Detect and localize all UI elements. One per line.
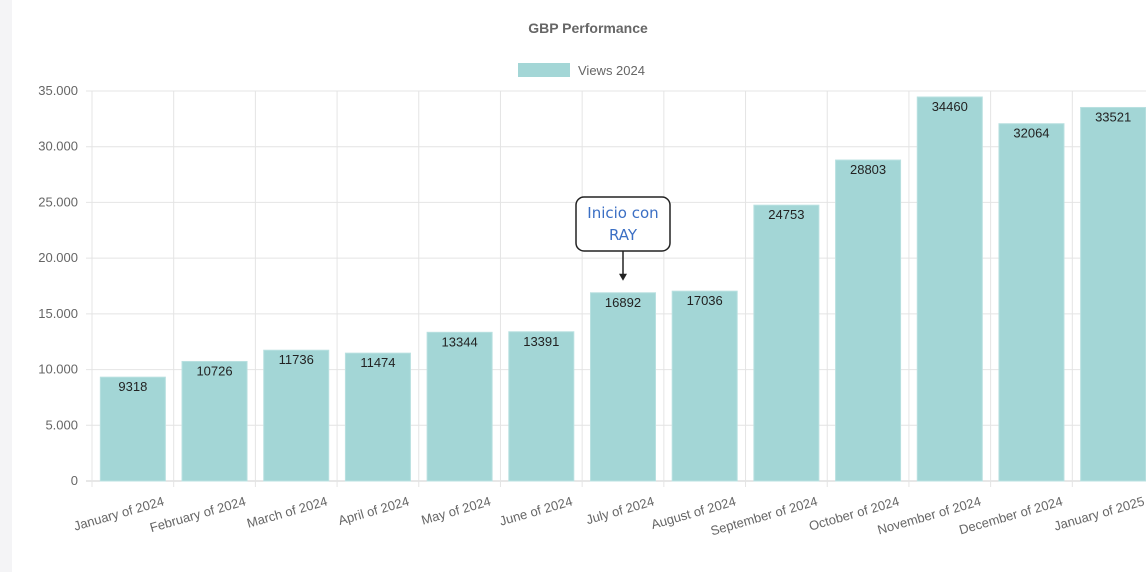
data-label: 11736 [279, 352, 314, 367]
bar[interactable] [835, 159, 902, 482]
bars [99, 96, 1146, 482]
annotation-text: RAY [609, 226, 638, 244]
bar[interactable] [1080, 106, 1146, 482]
bar[interactable] [344, 352, 411, 482]
data-label: 24753 [768, 207, 804, 222]
annotation-text: Inicio con [587, 204, 658, 222]
data-label: 17036 [687, 293, 723, 308]
data-label: 33521 [1095, 109, 1131, 124]
x-tick-label: June of 2024 [498, 493, 574, 528]
y-tick-label: 10.000 [38, 362, 78, 377]
data-label: 11474 [360, 355, 395, 370]
bar[interactable] [590, 292, 656, 482]
bar-chart: GBP Performance Views 2024 9318 10726 1173… [38, 20, 1146, 538]
data-label: 34460 [932, 99, 968, 114]
bar[interactable] [263, 349, 330, 482]
annotation: Inicio con RAY [575, 196, 671, 281]
data-label: 16892 [605, 295, 641, 310]
legend-label: Views 2024 [578, 63, 645, 78]
data-label: 13344 [442, 334, 478, 349]
data-labels: 9318 10726 11736 11474 13344 13391 16892 17036 2… [118, 99, 1131, 394]
legend-swatch [518, 63, 570, 77]
chart-title: GBP Performance [528, 20, 648, 36]
annotation-arrow-head [619, 273, 627, 281]
y-tick-label: 30.000 [38, 139, 78, 154]
x-tick-label: May of 2024 [420, 493, 493, 527]
data-label: 13391 [523, 334, 559, 349]
bar[interactable] [998, 123, 1065, 482]
bar[interactable] [99, 376, 166, 482]
x-tick-label: April of 2024 [336, 493, 410, 528]
bar[interactable] [753, 204, 820, 482]
y-axis-ticks: 0 5.000 10.000 15.000 20.000 25.000 30.000 35.0… [38, 83, 78, 488]
y-tick-label: 20.000 [38, 250, 78, 265]
y-tick-label: 35.000 [38, 83, 78, 98]
x-tick-label: March of 2024 [245, 493, 329, 530]
y-tick-label: 0 [71, 473, 78, 488]
bar[interactable] [671, 290, 738, 482]
bar[interactable] [181, 360, 248, 482]
data-label: 9318 [118, 379, 147, 394]
x-tick-label: January of 2025 [1052, 493, 1146, 533]
chart-card: GBP Performance Views 2024 9318 10726 1173… [12, 0, 1146, 572]
data-label: 10726 [196, 363, 232, 378]
bar[interactable] [916, 96, 983, 482]
data-label: 28803 [850, 162, 886, 177]
bar[interactable] [426, 331, 493, 482]
y-tick-label: 25.000 [38, 194, 78, 209]
bar[interactable] [508, 331, 575, 482]
y-tick-label: 15.000 [38, 306, 78, 321]
x-tick-label: July of 2024 [584, 493, 656, 527]
y-tick-label: 5.000 [45, 417, 78, 432]
legend[interactable]: Views 2024 [518, 63, 645, 78]
data-label: 32064 [1013, 126, 1049, 141]
